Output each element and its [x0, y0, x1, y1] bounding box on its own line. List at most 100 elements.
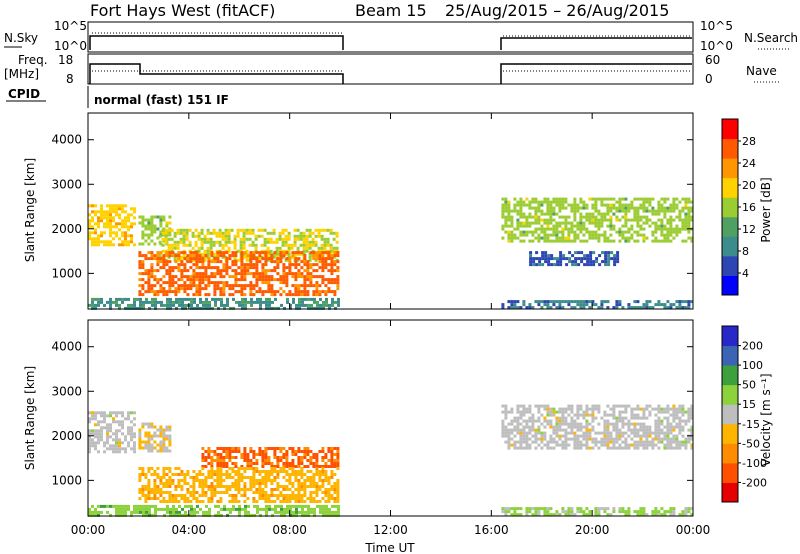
- velocity-cell: [258, 494, 262, 497]
- power-cell: [240, 284, 244, 288]
- power-cell: [264, 272, 268, 276]
- velocity-cell: [268, 504, 271, 508]
- velocity-cell: [612, 404, 616, 408]
- power-cell: [315, 251, 319, 255]
- power-cell: [529, 257, 533, 261]
- velocity-cell: [675, 416, 679, 420]
- power-cell: [201, 257, 205, 261]
- velocity-cell: [210, 473, 214, 476]
- velocity-cell: [316, 504, 319, 508]
- power-colorbar-swatch: [722, 158, 738, 179]
- power-cell: [150, 263, 154, 267]
- power-cell: [243, 287, 247, 291]
- velocity-cell: [291, 447, 295, 450]
- velocity-cell: [213, 488, 217, 491]
- power-cell: [222, 290, 226, 294]
- velocity-cell: [504, 416, 508, 420]
- power-cell: [594, 200, 598, 204]
- power-cell: [331, 297, 334, 301]
- power-cell: [267, 287, 271, 291]
- power-cell: [180, 284, 184, 288]
- power-cell: [240, 293, 244, 297]
- power-cell: [318, 275, 322, 279]
- power-cell: [321, 278, 325, 282]
- velocity-cell: [91, 513, 94, 517]
- power-cell: [549, 200, 553, 204]
- velocity-cell: [142, 507, 145, 511]
- power-cell: [690, 209, 694, 213]
- velocity-cell: [261, 491, 265, 494]
- power-cell: [139, 306, 142, 310]
- power-cell: [219, 260, 223, 264]
- power-ylabel: Slant Range [km]: [23, 158, 37, 262]
- velocity-cell: [249, 459, 253, 462]
- velocity-cell: [639, 428, 643, 432]
- power-cell: [591, 206, 595, 210]
- velocity-cell: [294, 453, 298, 456]
- power-cell: [327, 254, 331, 258]
- velocity-cell: [219, 456, 223, 459]
- power-cell: [534, 206, 538, 210]
- power-cell: [669, 233, 673, 237]
- power-cell: [318, 290, 322, 294]
- power-cell: [603, 203, 607, 207]
- velocity-cell: [141, 446, 145, 450]
- velocity-cell: [633, 446, 637, 450]
- velocity-cell: [166, 510, 169, 514]
- velocity-cell: [609, 431, 613, 435]
- power-cell: [97, 300, 100, 304]
- power-cell: [240, 269, 244, 273]
- power-cell: [287, 231, 291, 235]
- velocity-cell: [567, 413, 571, 417]
- velocity-cell: [162, 476, 166, 479]
- power-cell: [636, 209, 640, 213]
- velocity-cell: [678, 404, 682, 408]
- velocity-cell: [585, 507, 589, 511]
- power-cell: [546, 239, 550, 243]
- velocity-cell: [315, 491, 319, 494]
- velocity-cell: [330, 473, 334, 476]
- velocity-cell: [190, 513, 193, 517]
- power-cell: [624, 203, 628, 207]
- velocity-cell: [88, 441, 91, 445]
- power-cell: [603, 239, 607, 243]
- velocity-cell: [525, 422, 529, 426]
- power-cell: [648, 224, 652, 228]
- velocity-cell: [264, 447, 268, 450]
- velocity-colorbar-tick-label: 15: [742, 398, 756, 411]
- velocity-cell: [255, 462, 259, 465]
- velocity-cell: [606, 425, 610, 429]
- power-cell: [195, 287, 199, 291]
- velocity-cell: [657, 410, 661, 414]
- velocity-cell: [103, 450, 106, 454]
- power-cell: [537, 206, 541, 210]
- power-cell: [112, 237, 115, 241]
- velocity-cell: [312, 476, 316, 479]
- power-cell: [159, 287, 163, 291]
- velocity-cell: [190, 504, 193, 508]
- velocity-cell: [252, 476, 256, 479]
- power-cell: [302, 231, 306, 235]
- power-cell: [174, 281, 178, 285]
- velocity-cell: [639, 510, 643, 514]
- velocity-cell: [504, 410, 508, 414]
- power-cell: [251, 240, 255, 244]
- power-cell: [678, 200, 682, 204]
- velocity-cell: [591, 407, 595, 411]
- power-cell: [285, 272, 289, 276]
- velocity-cell: [243, 488, 247, 491]
- velocity-cell: [639, 443, 643, 447]
- power-cell: [192, 263, 196, 267]
- power-cell: [510, 230, 514, 234]
- power-cell: [306, 293, 310, 297]
- velocity-cell: [207, 497, 211, 500]
- power-cell: [97, 210, 100, 214]
- velocity-cell: [591, 437, 595, 441]
- velocity-cell: [597, 507, 601, 511]
- power-cell: [565, 263, 569, 267]
- velocity-cell: [148, 510, 151, 514]
- velocity-cell: [558, 407, 562, 411]
- power-cell: [567, 203, 571, 207]
- power-cell: [147, 275, 151, 279]
- power-cell: [675, 227, 679, 231]
